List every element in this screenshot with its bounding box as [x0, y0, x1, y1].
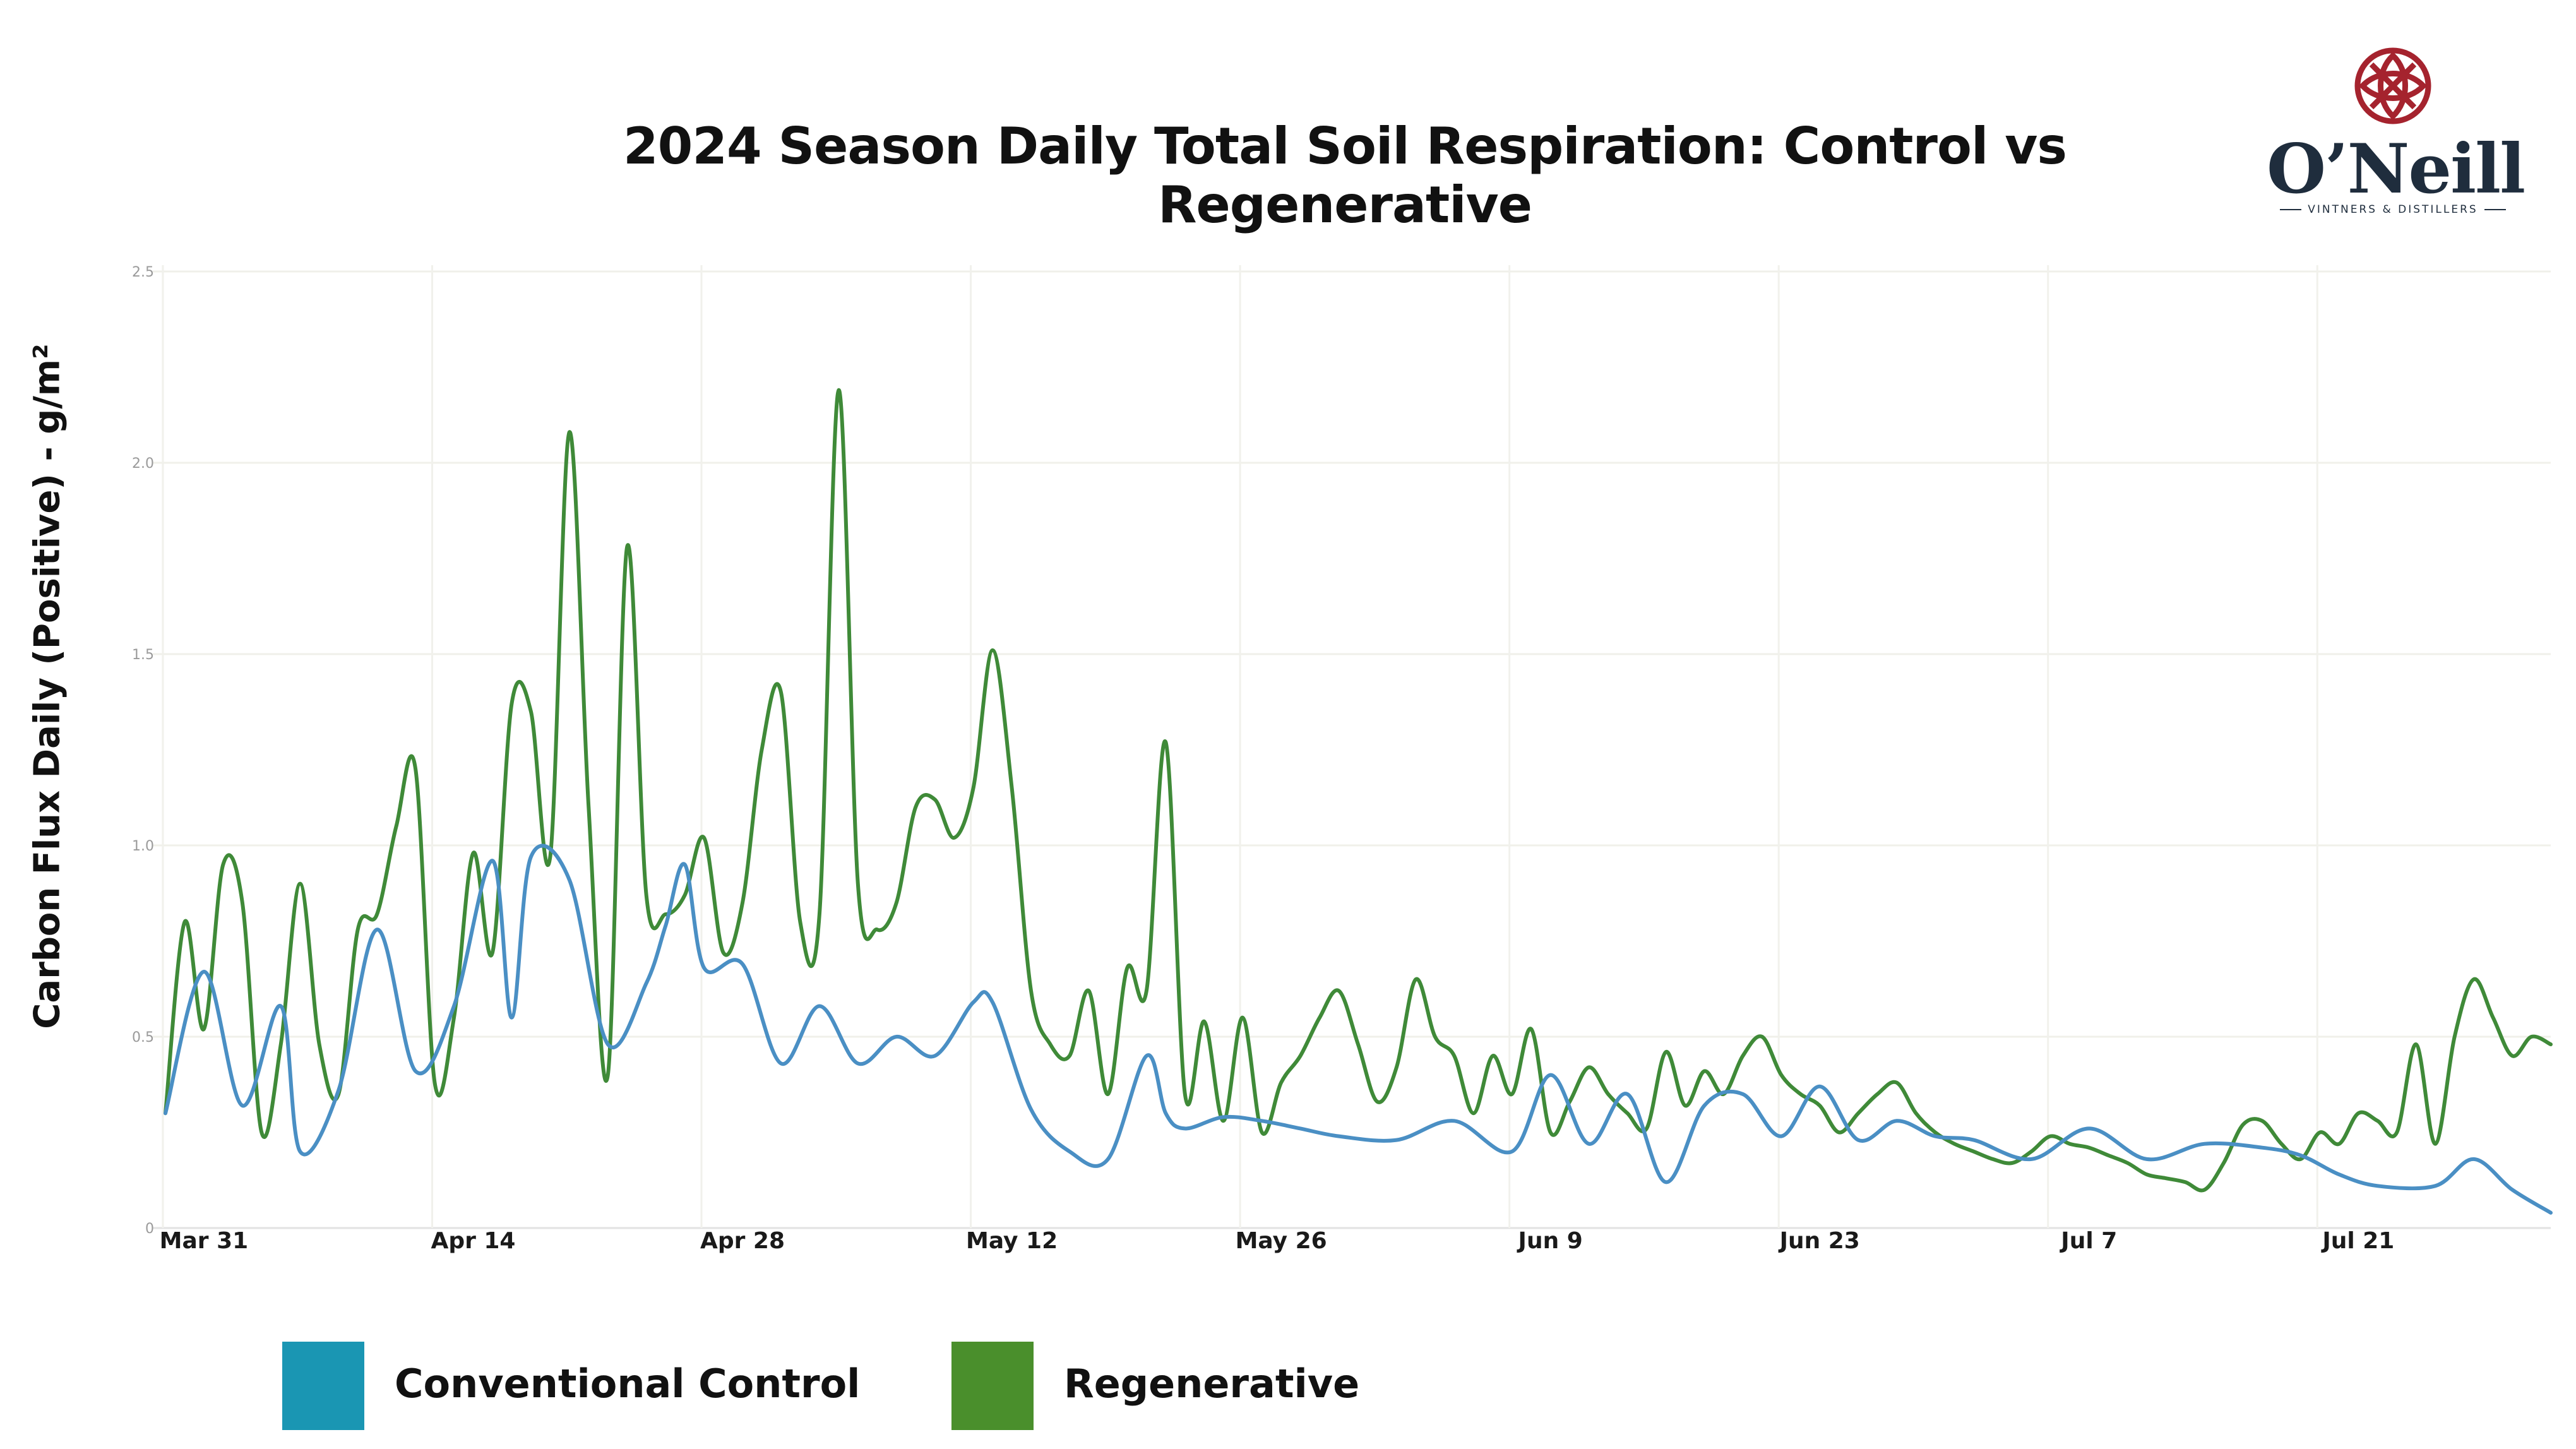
x-tick-label: Apr 28	[700, 1228, 785, 1254]
crossed-circle-emblem-icon	[2354, 47, 2431, 124]
x-tick-label: May 12	[966, 1228, 1058, 1254]
x-tick-label: May 26	[1236, 1228, 1327, 1254]
series-line-conventional-control	[164, 844, 2553, 1215]
axis-ticks: 0 0.5 1.0 1.5 2.0 2.5 Mar 31 Apr 14 Apr 28 May 12…	[132, 265, 2394, 1254]
x-tick-label: Apr 14	[431, 1228, 515, 1254]
chart-title: 2024 Season Daily Total Soil Respiration…	[623, 117, 2067, 234]
legend-swatch-conventional-control	[282, 1342, 364, 1430]
x-tick-label: Jun 23	[1778, 1228, 1860, 1254]
series-line-regenerative	[164, 388, 2553, 1193]
x-tick-label: Jun 9	[1517, 1228, 1583, 1254]
y-tick-label: 0.5	[132, 1030, 154, 1046]
legend-label-regenerative: Regenerative	[1064, 1361, 1360, 1407]
logo-tagline: VINTNERS & DISTILLERS	[2267, 203, 2519, 216]
x-tick-label: Mar 31	[160, 1228, 249, 1254]
legend-swatch-regenerative	[951, 1342, 1034, 1430]
y-tick-label: 1.5	[132, 647, 154, 663]
logo-name: O’Neill	[2267, 129, 2525, 209]
y-tick-label: 0	[145, 1221, 154, 1237]
x-tick-label: Jul 7	[2059, 1228, 2117, 1254]
series-lines	[164, 388, 2553, 1215]
y-tick-label: 1.0	[132, 838, 154, 854]
grid-lines	[153, 265, 2551, 1229]
legend-label-conventional-control: Conventional Control	[395, 1361, 861, 1407]
brand-logo: O’Neill VINTNERS & DISTILLERS	[2267, 44, 2525, 221]
y-tick-label: 2.0	[132, 456, 154, 472]
line-chart: 0 0.5 1.0 1.5 2.0 2.5 Mar 31 Apr 14 Apr 28 May 12…	[132, 265, 2553, 1254]
x-tick-label: Jul 21	[2320, 1228, 2394, 1254]
y-tick-label: 2.5	[132, 265, 154, 280]
